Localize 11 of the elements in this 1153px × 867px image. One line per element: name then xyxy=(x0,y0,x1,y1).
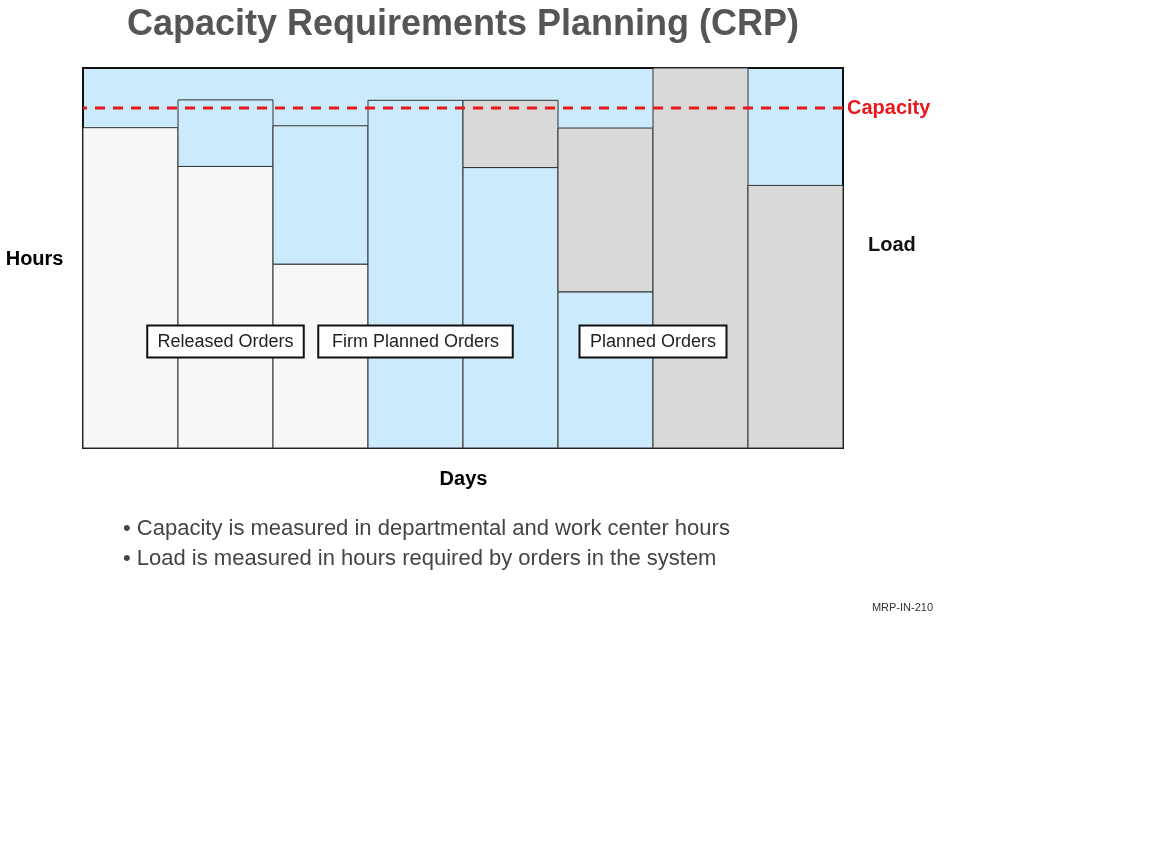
y-axis-title: Hours xyxy=(5,246,64,269)
chart-title: Capacity Requirements Planning (CRP) xyxy=(126,1,800,43)
ref-line-label: Capacity xyxy=(847,95,932,118)
text: • Load is measured in hours required by orders in the system xyxy=(123,545,717,570)
series-label: Firm Planned Orders xyxy=(331,330,500,351)
text: • Capacity is measured in departmental and work center hours xyxy=(123,515,730,540)
series-label: Released Orders xyxy=(157,330,294,351)
series-label: Planned Orders xyxy=(589,330,717,351)
text: MRP-IN-210 xyxy=(871,601,933,613)
x-axis-title: Days xyxy=(439,466,488,489)
text: Load xyxy=(868,233,916,256)
